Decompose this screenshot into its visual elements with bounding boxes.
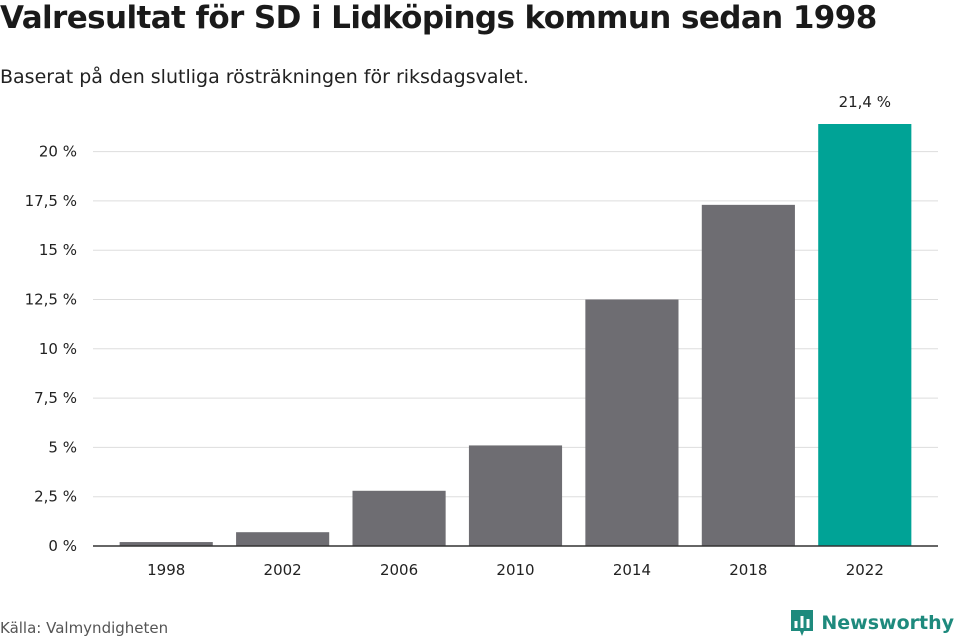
bar-2014	[585, 299, 679, 546]
gridlines	[93, 151, 938, 498]
x-tick-label: 2002	[264, 561, 302, 579]
y-tick-label: 0 %	[48, 537, 77, 555]
source-note: Källa: Valmyndigheten	[0, 619, 169, 637]
bar-2022	[818, 124, 912, 546]
bar-2002	[236, 532, 330, 546]
data-labels: 21,4 %	[839, 93, 891, 111]
bars	[119, 124, 912, 546]
chart-title: Valresultat för SD i Lidköpings kommun s…	[0, 0, 877, 36]
y-tick-label: 12,5 %	[25, 291, 77, 309]
x-axis-labels: 1998 2002 2006 2010 2014 2018 2022	[147, 561, 884, 579]
bar-2010	[468, 445, 563, 546]
x-tick-label: 2006	[380, 561, 418, 579]
chart-subtitle: Baserat på den slutliga rösträkningen fö…	[0, 66, 529, 88]
y-tick-label: 15 %	[39, 241, 77, 259]
x-tick-label: 1998	[147, 561, 185, 579]
x-tick-label: 2014	[613, 561, 651, 579]
y-tick-label: 7,5 %	[34, 389, 77, 407]
newsworthy-logo-icon	[791, 610, 814, 636]
bar-1998	[119, 542, 213, 546]
x-tick-label: 2010	[496, 561, 534, 579]
y-tick-label: 17,5 %	[25, 192, 77, 210]
bar-2006	[352, 490, 446, 546]
y-tick-label: 20 %	[39, 143, 77, 161]
brand-logo: Newsworthy	[789, 608, 954, 638]
y-tick-label: 5 %	[48, 438, 77, 456]
data-label: 21,4 %	[839, 93, 891, 111]
x-tick-label: 2022	[846, 561, 884, 579]
y-axis-labels: 0 % 2,5 % 5 % 7,5 % 10 % 12,5 % 15 % 17,5 % 20 %	[25, 143, 77, 555]
y-tick-label: 10 %	[39, 340, 77, 358]
brand-name: Newsworthy	[821, 612, 954, 634]
bar-2018	[701, 204, 795, 546]
y-tick-label: 2,5 %	[34, 488, 77, 506]
x-tick-label: 2018	[729, 561, 767, 579]
